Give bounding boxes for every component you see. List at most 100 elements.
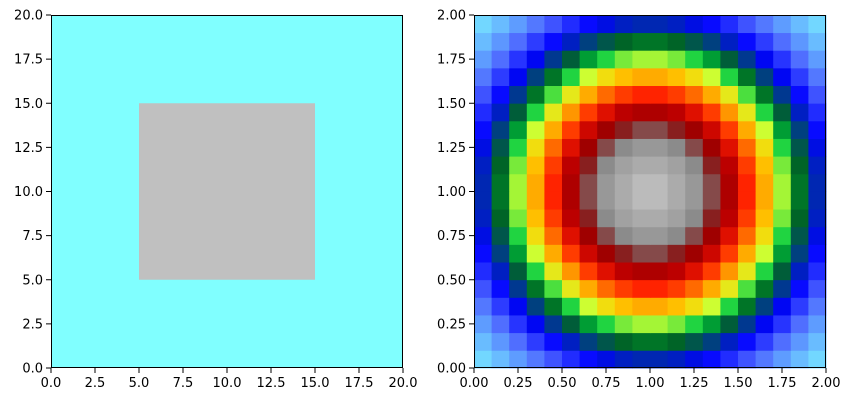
right-heatmap-cell (544, 350, 563, 369)
left-x-tick-label: 20.0 (389, 376, 418, 391)
right-heatmap-cell (526, 262, 545, 281)
right-heatmap-cell (614, 191, 633, 210)
right-heatmap-cell (808, 350, 827, 369)
right-heatmap-cell (632, 173, 651, 192)
right-heatmap-cell (491, 350, 510, 369)
right-heatmap-cell (597, 191, 616, 210)
right-heatmap-cell (632, 315, 651, 334)
right-heatmap-cell (526, 67, 545, 86)
right-heatmap-cell (579, 209, 598, 228)
right-x-tick-label: 1.50 (724, 376, 753, 391)
right-heatmap-cell (773, 297, 792, 316)
right-heatmap-cell (685, 191, 704, 210)
right-heatmap-cell (474, 209, 492, 228)
right-heatmap-cell (562, 262, 580, 281)
right-heatmap-cell (720, 244, 739, 263)
right-heatmap-cell (773, 332, 792, 351)
right-heatmap-cell (650, 244, 668, 263)
right-heatmap-cell (509, 226, 528, 245)
right-heatmap-cell (667, 15, 686, 34)
right-heatmap-cell (667, 279, 686, 298)
right-heatmap-cell (597, 315, 616, 334)
right-heatmap-cell (808, 85, 827, 104)
right-heatmap-cell (526, 15, 545, 34)
right-heatmap-cell (755, 315, 774, 334)
left-x-tick-label: 17.5 (345, 376, 374, 391)
left-axes-frame (51, 15, 403, 368)
right-heatmap-cell (773, 85, 792, 104)
right-heatmap-cell (474, 67, 492, 86)
right-heatmap-cell (526, 297, 545, 316)
right-heatmap-cell (632, 262, 651, 281)
right-heatmap-cell (614, 332, 633, 351)
right-heatmap-cell (773, 262, 792, 281)
right-heatmap-cell (720, 156, 739, 175)
right-heatmap-cell (773, 67, 792, 86)
right-heatmap-cell (790, 297, 809, 316)
right-heatmap-cell (491, 226, 510, 245)
right-heatmap-cell (509, 103, 528, 122)
right-heatmap-cell (790, 226, 809, 245)
right-heatmap-cell (597, 50, 616, 69)
right-heatmap-cell (738, 226, 756, 245)
right-heatmap-cell (790, 15, 809, 34)
right-heatmap-cell (738, 15, 756, 34)
right-heatmap-cell (650, 120, 668, 139)
right-x-tick-label: 1.75 (768, 376, 797, 391)
right-heatmap-cell (720, 262, 739, 281)
right-heatmap-cell (755, 209, 774, 228)
right-heatmap-cell (526, 315, 545, 334)
right-heatmap-cell (614, 244, 633, 263)
right-heatmap-cell (808, 315, 827, 334)
right-heatmap-cell (526, 103, 545, 122)
right-heatmap-cell (544, 191, 563, 210)
right-heatmap-cell (773, 103, 792, 122)
right-y-tick-label: 1.50 (437, 97, 466, 112)
right-heatmap-cell (650, 226, 668, 245)
right-heatmap-cell (650, 279, 668, 298)
right-heatmap-cell (702, 103, 721, 122)
right-heatmap-cell (544, 315, 563, 334)
right-heatmap-cell (579, 279, 598, 298)
right-heatmap-cell (562, 191, 580, 210)
right-plot-axes: 0.00 0.25 0.50 0.75 1.00 1.25 1.50 1.75 2.00 0.00… (437, 9, 840, 392)
right-heatmap-cell (491, 332, 510, 351)
right-heatmap-cell (738, 173, 756, 192)
right-heatmap-cell (562, 156, 580, 175)
right-heatmap-cell (491, 315, 510, 334)
right-heatmap-cell (509, 67, 528, 86)
right-heatmap-cell (667, 85, 686, 104)
right-heatmap-cell (474, 279, 492, 298)
right-heatmap-cell (702, 32, 721, 51)
right-heatmap-cell (509, 244, 528, 263)
right-heatmap-cell (773, 244, 792, 263)
right-heatmap-cell (773, 32, 792, 51)
right-heatmap-cell (526, 332, 545, 351)
right-heatmap-cell (474, 156, 492, 175)
right-heatmap-cell (667, 226, 686, 245)
right-heatmap-cell (667, 332, 686, 351)
right-heatmap-cell (632, 120, 651, 139)
right-heatmap-cell (667, 173, 686, 192)
right-heatmap-cell (650, 297, 668, 316)
right-heatmap-cell (773, 15, 792, 34)
right-heatmap-cell (562, 120, 580, 139)
right-heatmap-cell (702, 279, 721, 298)
right-heatmap-cell (720, 350, 739, 369)
right-heatmap-cell (667, 350, 686, 369)
right-heatmap-cell (579, 244, 598, 263)
right-heatmap-cell (667, 32, 686, 51)
right-heatmap-cell (632, 85, 651, 104)
right-heatmap-cell (474, 244, 492, 263)
right-heatmap-cell (509, 138, 528, 157)
right-heatmap-cell (755, 191, 774, 210)
right-heatmap-cell (773, 120, 792, 139)
right-heatmap-cell (632, 209, 651, 228)
right-heatmap-cell (474, 85, 492, 104)
right-heatmap-cell (526, 244, 545, 263)
right-heatmap-cell (808, 120, 827, 139)
right-heatmap-cell (720, 315, 739, 334)
left-y-tick-label: 17.5 (14, 53, 43, 68)
right-heatmap-cell (685, 332, 704, 351)
